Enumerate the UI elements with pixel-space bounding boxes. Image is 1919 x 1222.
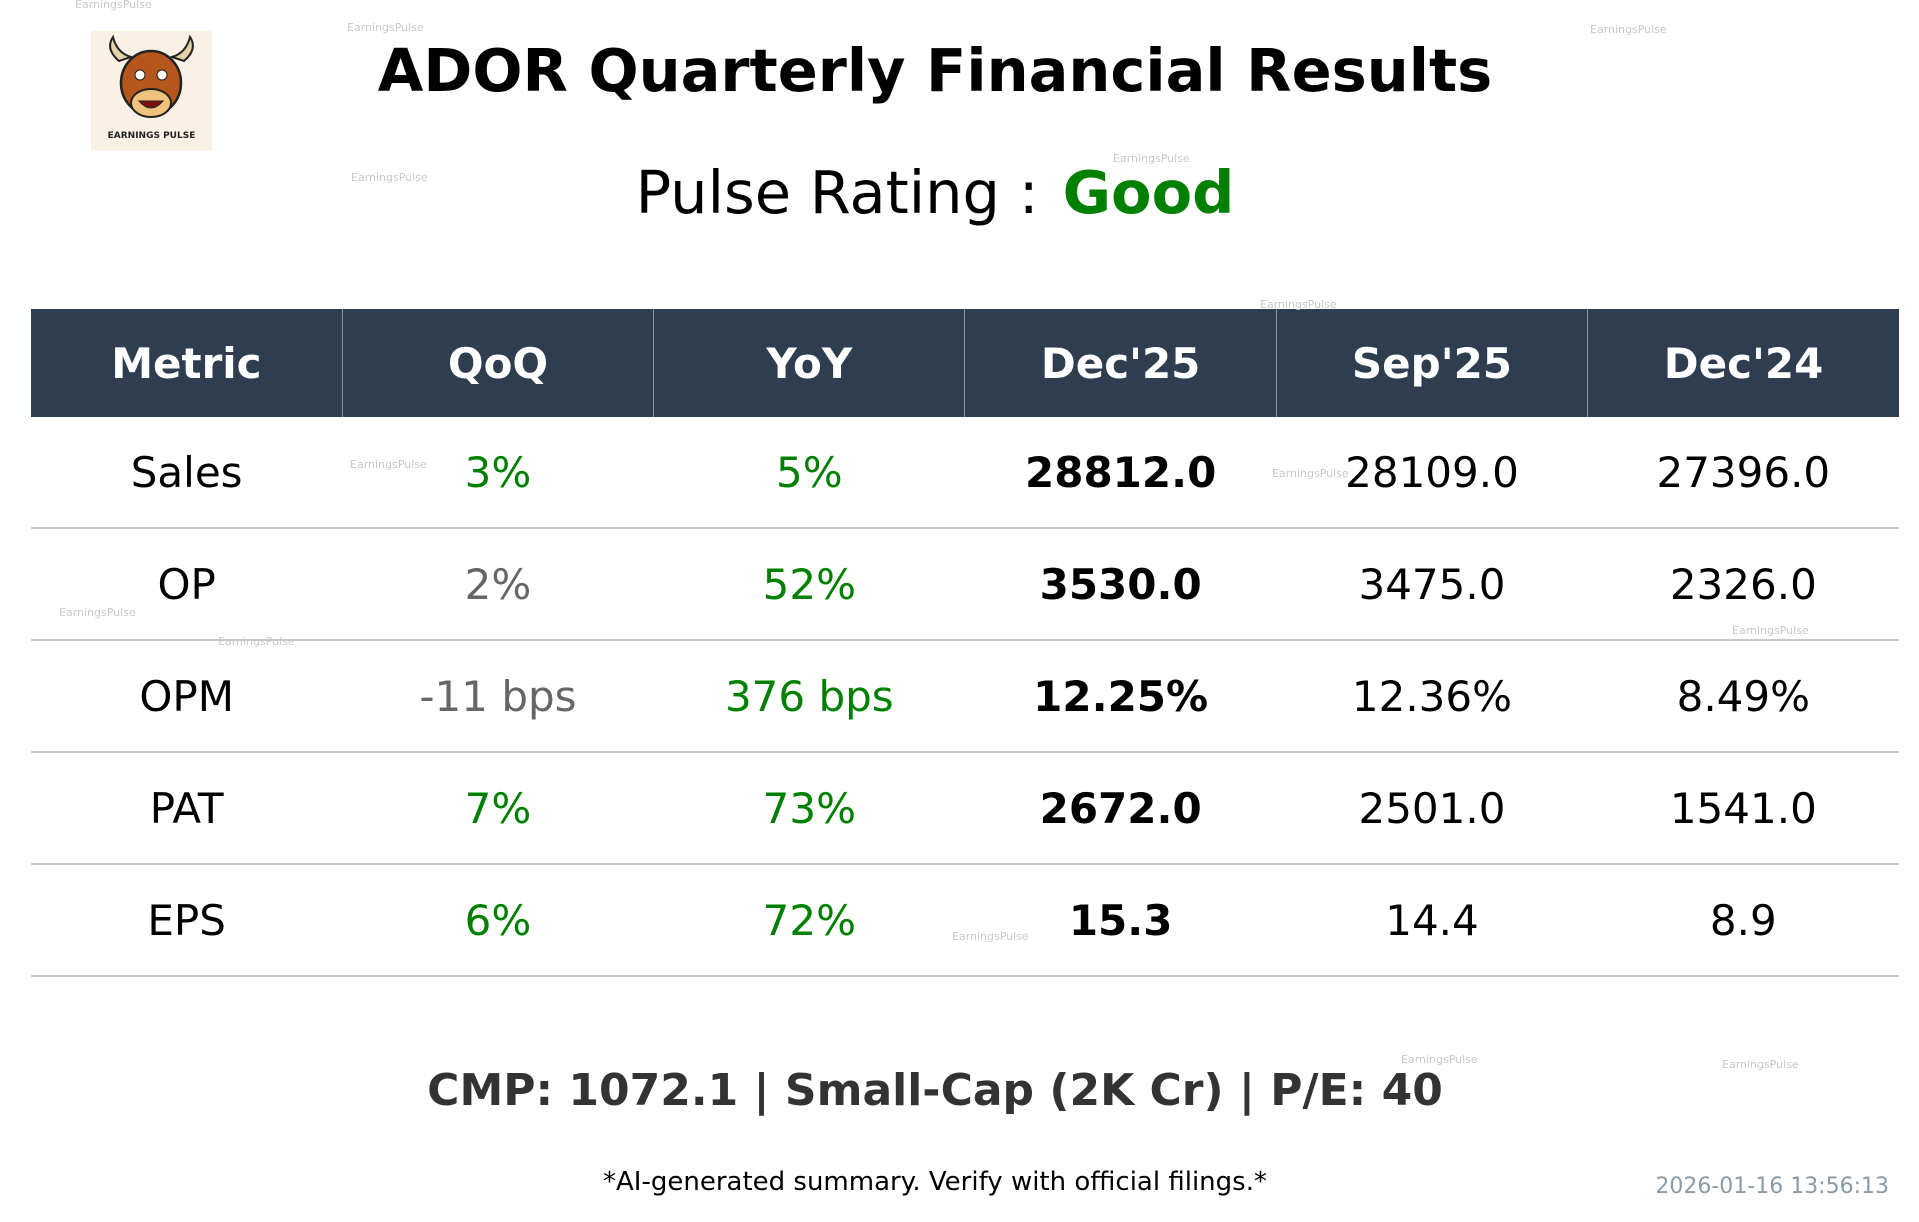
table-cell: 3% bbox=[342, 417, 654, 529]
table-cell: 6% bbox=[342, 864, 654, 977]
column-header: Metric bbox=[31, 309, 343, 417]
column-header: QoQ bbox=[341, 309, 654, 417]
table-cell: -11 bps bbox=[342, 640, 654, 753]
column-header: Sep'25 bbox=[1275, 309, 1588, 417]
rating-line: Pulse Rating : Good bbox=[0, 158, 1870, 227]
table-cell: 28812.0 bbox=[964, 417, 1277, 529]
table-cell: 7% bbox=[342, 752, 654, 865]
header-row: Metric QoQ YoY Dec'25 Sep'25 Dec'24 bbox=[31, 309, 1899, 417]
column-header: Dec'24 bbox=[1587, 309, 1899, 417]
timestamp: 2026-01-16 13:56:13 bbox=[1655, 1174, 1889, 1199]
watermark: EarningsPulse bbox=[351, 171, 428, 184]
title: ADOR Quarterly Financial Results bbox=[377, 36, 1493, 105]
table-cell: EPS bbox=[31, 864, 343, 977]
column-header: Dec'25 bbox=[964, 309, 1277, 417]
summary: CMP: 1072.1 | Small-Cap (2K Cr) | P/E: 4… bbox=[427, 1065, 1443, 1116]
table-row: PAT 7% 73% 2672.0 2501.0 1541.0 bbox=[31, 752, 1899, 865]
table-cell: 12.25% bbox=[964, 640, 1277, 753]
watermark: EarningsPulse bbox=[347, 21, 424, 34]
logo: EARNINGS PULSE bbox=[91, 31, 212, 151]
table-cell: 8.9 bbox=[1587, 864, 1899, 977]
table-row: Sales 3% 5% 28812.0 28109.0 27396.0 bbox=[31, 417, 1899, 529]
table-cell: 12.36% bbox=[1276, 640, 1588, 753]
table-cell: 52% bbox=[653, 528, 965, 641]
table-cell: 15.3 bbox=[964, 864, 1277, 977]
watermark: EarningsPulse bbox=[1401, 1053, 1478, 1066]
logo-icon bbox=[109, 34, 194, 118]
watermark: EarningsPulse bbox=[218, 635, 295, 648]
table-cell: 8.49% bbox=[1587, 640, 1899, 753]
table-cell: 1541.0 bbox=[1587, 752, 1899, 865]
column-header: YoY bbox=[653, 309, 965, 417]
watermark: EarningsPulse bbox=[1272, 467, 1349, 480]
table-row: OP 2% 52% 3530.0 3475.0 2326.0 bbox=[31, 528, 1899, 641]
disclaimer: *AI-generated summary. Verify with offic… bbox=[603, 1167, 1267, 1197]
table-cell: Sales bbox=[31, 417, 343, 529]
watermark: EarningsPulse bbox=[1722, 1058, 1799, 1071]
table-cell: OP bbox=[31, 528, 343, 641]
table-row: EPS 6% 72% 15.3 14.4 8.9 bbox=[31, 864, 1899, 977]
table-cell: 14.4 bbox=[1276, 864, 1588, 977]
table-cell: 27396.0 bbox=[1587, 417, 1899, 529]
watermark: EarningsPulse bbox=[1260, 298, 1337, 311]
watermark: EarningsPulse bbox=[1113, 152, 1190, 165]
table-cell: 2% bbox=[342, 528, 654, 641]
results-table: Metric QoQ YoY Dec'25 Sep'25 Dec'24 Sales 3% 5% 2… bbox=[31, 309, 1899, 977]
logo-text: EARNINGS PULSE bbox=[107, 131, 196, 141]
table-cell: 73% bbox=[653, 752, 965, 865]
table-cell: 72% bbox=[653, 864, 965, 977]
table-cell: 28109.0 bbox=[1276, 417, 1588, 529]
table-body: Sales 3% 5% 28812.0 28109.0 27396.0 OP 2% 52% 353… bbox=[31, 417, 1899, 977]
watermark: EarningsPulse bbox=[952, 930, 1029, 943]
table-row: OPM -11 bps 376 bps 12.25% 12.36% 8.49% bbox=[31, 640, 1899, 753]
rating-value: Good bbox=[1062, 158, 1235, 227]
watermark: EarningsPulse bbox=[350, 458, 427, 471]
watermark: EarningsPulse bbox=[1732, 624, 1809, 637]
table-cell: 5% bbox=[653, 417, 965, 529]
table-cell: 2501.0 bbox=[1276, 752, 1588, 865]
table-cell: 376 bps bbox=[653, 640, 965, 753]
table-cell: 2672.0 bbox=[964, 752, 1277, 865]
table-cell: 3530.0 bbox=[964, 528, 1277, 641]
watermark: EarningsPulse bbox=[1590, 23, 1667, 36]
rating-label: Pulse Rating : bbox=[635, 158, 1039, 227]
table-cell: 2326.0 bbox=[1587, 528, 1899, 641]
watermark: EarningsPulse bbox=[75, 0, 152, 11]
table-cell: 3475.0 bbox=[1276, 528, 1588, 641]
watermark: EarningsPulse bbox=[59, 606, 136, 619]
table-cell: OPM bbox=[31, 640, 343, 753]
table-cell: PAT bbox=[31, 752, 343, 865]
